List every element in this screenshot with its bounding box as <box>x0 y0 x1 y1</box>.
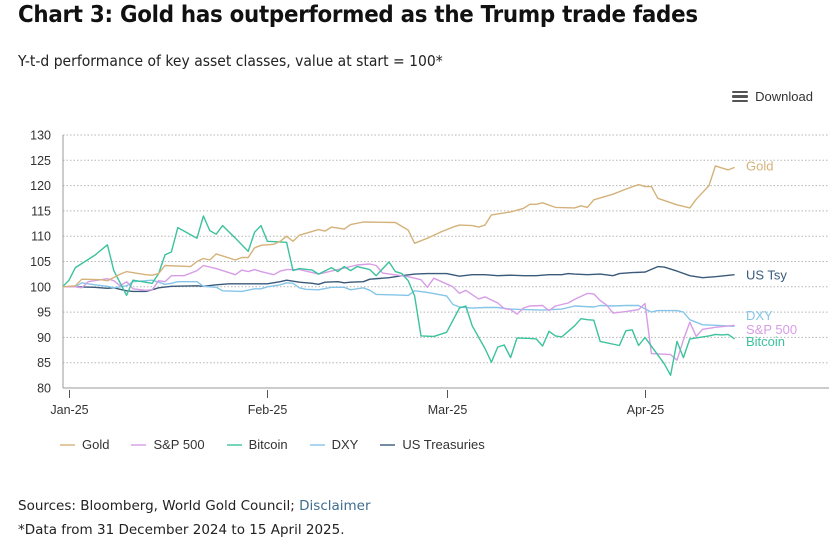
end-label-s-p-500: S&P 500 <box>746 322 797 337</box>
y-tick-label: 130 <box>30 129 51 143</box>
legend-item-bitcoin[interactable]: Bitcoin <box>226 437 288 452</box>
menu-icon <box>732 90 749 103</box>
legend-item-dxy[interactable]: DXY <box>309 437 359 452</box>
legend-item-s-p-500[interactable]: S&P 500 <box>131 437 205 452</box>
download-label: Download <box>755 89 813 104</box>
y-tick-label: 120 <box>30 179 51 193</box>
series-lines <box>62 165 736 376</box>
y-tick-label: 80 <box>37 382 51 396</box>
legend-label: Bitcoin <box>248 437 288 452</box>
legend-swatch <box>380 443 396 446</box>
series-line-bitcoin <box>62 215 736 376</box>
x-tick-label: Mar-25 <box>428 403 468 417</box>
legend-label: US Treasuries <box>402 437 485 452</box>
x-tick-label: Jan-25 <box>50 403 88 417</box>
footnote: *Data from 31 December 2024 to 15 April … <box>18 522 345 538</box>
chart-subtitle: Y-t-d performance of key asset classes, … <box>18 52 443 70</box>
y-tick-label: 100 <box>30 280 51 294</box>
legend-label: S&P 500 <box>153 437 205 452</box>
x-tick-label: Apr-25 <box>627 403 665 417</box>
line-chart: 80 85 90 95 100 105 110 115 120 125 130 Jan-25 Feb-… <box>30 129 829 417</box>
y-tick-label: 125 <box>30 154 51 168</box>
y-tick-label: 95 <box>37 306 51 320</box>
series-line-gold <box>62 165 735 288</box>
sources-text: Sources: Bloomberg, World Gold Council; … <box>18 498 371 514</box>
y-axis: 80 85 90 95 100 105 110 115 120 125 130 <box>30 129 64 396</box>
sources-label: Sources: Bloomberg, World Gold Council; <box>18 498 300 514</box>
y-tick-label: 105 <box>30 255 51 269</box>
series-line-us-treasuries <box>62 265 735 293</box>
x-tick-label: Feb-25 <box>248 403 288 417</box>
legend-item-gold[interactable]: Gold <box>60 437 109 452</box>
y-tick-label: 90 <box>37 331 51 345</box>
legend: Gold S&P 500 Bitcoin DXY US Treasuries <box>60 437 485 452</box>
legend-swatch <box>131 443 147 446</box>
series-line-s-p-500 <box>62 263 735 361</box>
legend-item-us-treasuries[interactable]: US Treasuries <box>380 437 485 452</box>
chart-title: Chart 3: Gold has outperformed as the Tr… <box>18 2 698 28</box>
end-label-dxy: DXY <box>746 308 773 323</box>
y-tick-label: 85 <box>37 356 51 370</box>
legend-label: Gold <box>82 437 110 452</box>
download-button[interactable]: Download <box>732 89 813 104</box>
legend-label: DXY <box>331 437 359 452</box>
y-tick-label: 115 <box>31 204 51 218</box>
disclaimer-link[interactable]: Disclaimer <box>299 498 371 514</box>
legend-swatch <box>309 443 325 446</box>
end-label-us-treasuries: US Tsy <box>746 268 787 283</box>
end-label-bitcoin: Bitcoin <box>746 334 785 349</box>
legend-swatch <box>226 443 242 446</box>
legend-swatch <box>60 443 75 446</box>
x-axis: Jan-25 Feb-25 Mar-25 Apr-25 <box>50 387 829 417</box>
y-tick-label: 110 <box>31 230 51 244</box>
end-label-gold: Gold <box>746 158 773 173</box>
